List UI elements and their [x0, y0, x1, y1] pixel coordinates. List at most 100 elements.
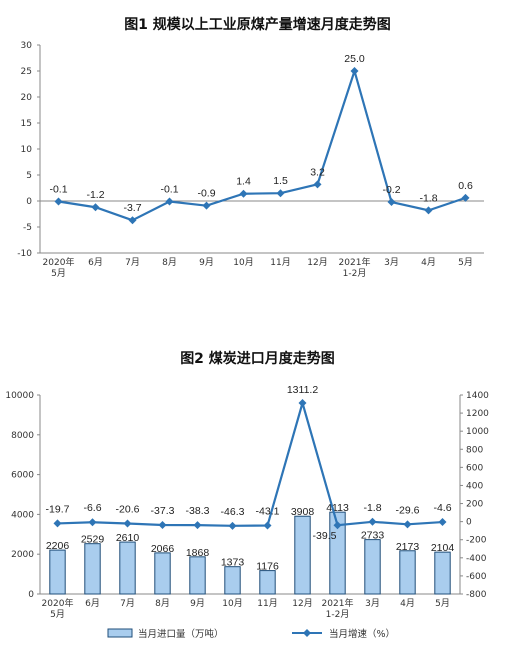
y-right-tick-label: -800	[466, 590, 487, 600]
bar	[329, 511, 346, 595]
y-tick-label: 25	[21, 67, 32, 77]
data-point	[202, 201, 211, 210]
x-tick-label: 7月	[120, 598, 135, 609]
y-right-tick-label: 1200	[466, 409, 489, 419]
growth-point	[53, 519, 62, 528]
chart-title: 图2 煤炭进口月度走势图	[180, 351, 335, 367]
y-right-tick-label: -600	[466, 572, 487, 582]
y-tick-label: 0	[26, 197, 32, 207]
bar-value-label: 2104	[431, 542, 455, 554]
x-tick-label: 12月	[307, 257, 327, 268]
bar-value-label: 2529	[81, 534, 105, 546]
x-tick-label: 3月	[365, 598, 380, 609]
bar-value-label: 2206	[46, 540, 70, 552]
bar	[399, 550, 416, 595]
chart-title: 图1 规模以上工业原煤产量增速月度走势图	[124, 17, 391, 33]
x-tick-label: 10月	[222, 598, 242, 609]
growth-point	[263, 521, 272, 530]
bar-value-label: 1868	[186, 547, 210, 559]
growth-line	[57, 399, 443, 527]
growth-label: -6.6	[83, 502, 101, 514]
growth-point	[193, 521, 202, 530]
growth-point	[123, 519, 132, 528]
y-tick-label: -10	[17, 249, 32, 259]
chart-coal-imports: 图2 煤炭进口月度走势图 0 2000 4000 6000 8000 10000 -800-…	[0, 340, 515, 648]
x-tick-label: 3月	[384, 257, 399, 268]
y-right-tick-label: -200	[466, 536, 487, 546]
x-tick-label: 7月	[125, 257, 140, 268]
x-tick-label: 4月	[421, 257, 436, 268]
legend-bar-swatch	[107, 628, 133, 638]
x-tick-label: 11月	[257, 598, 277, 609]
data-point	[91, 203, 100, 212]
y-left-tick-label: 4000	[11, 510, 34, 520]
y-right-tick-label: 1400	[466, 391, 489, 401]
data-label: 1.4	[236, 176, 251, 188]
legend-line-label: 当月增速（%）	[329, 628, 395, 640]
y-tick-label: -5	[23, 223, 32, 233]
legend-bar-label: 当月进口量（万吨）	[138, 628, 224, 640]
y-right-tick-label: 400	[466, 481, 483, 491]
data-point	[276, 189, 285, 198]
x-tick-label: 5月	[435, 598, 450, 609]
data-label: 1.5	[273, 175, 288, 187]
growth-label: -46.3	[221, 506, 245, 518]
data-label: 0.6	[458, 180, 473, 192]
data-point	[128, 216, 137, 225]
data-point	[313, 180, 322, 189]
growth-label: -1.8	[363, 502, 381, 514]
x-tick-label: 11月	[270, 257, 290, 268]
x-tick-label: 9月	[199, 257, 214, 268]
growth-point	[158, 521, 167, 530]
data-point	[350, 67, 359, 75]
data-label: 25.0	[344, 53, 365, 65]
data-point	[424, 206, 433, 215]
growth-label: -39.5	[313, 530, 337, 542]
y-left-tick-label: 8000	[11, 431, 34, 441]
growth-point	[403, 520, 412, 529]
growth-point	[333, 521, 342, 530]
x-tick-label: 5月	[458, 257, 473, 268]
y-right-tick-label: 800	[466, 445, 483, 455]
bar	[364, 539, 381, 595]
growth-label: -19.7	[46, 503, 70, 515]
growth-label: -20.6	[116, 503, 140, 515]
x-tick-label: 2021年 1-2月	[322, 597, 354, 620]
bar-value-label: 4113	[326, 502, 349, 514]
bar	[434, 551, 451, 595]
data-label: -1.2	[86, 189, 104, 201]
data-label: -0.1	[160, 184, 178, 196]
y-tick-label: 30	[21, 41, 33, 51]
bar-value-label: 2066	[151, 543, 175, 555]
x-tick-label: 2021年 1-2月	[339, 256, 371, 279]
y-right-tick-label: -400	[466, 554, 487, 564]
legend-line-marker	[303, 629, 311, 637]
growth-label: -38.3	[186, 505, 210, 517]
x-tick-label: 6月	[88, 257, 103, 268]
y-right-tick-label: 200	[466, 500, 483, 510]
y-left-tick-label: 10000	[5, 391, 34, 401]
data-point	[239, 189, 248, 198]
y-tick-label: 5	[26, 171, 32, 181]
y-left-tick-label: 2000	[11, 550, 34, 560]
bar	[119, 541, 136, 595]
growth-point	[438, 518, 447, 527]
bar	[259, 570, 276, 595]
growth-point	[228, 521, 237, 530]
x-tick-label: 10月	[233, 257, 253, 268]
growth-label: -4.6	[433, 502, 451, 514]
bar-value-label: 3908	[291, 506, 315, 518]
data-label: 3.2	[310, 166, 325, 178]
x-tick-label: 9月	[190, 598, 205, 609]
data-label: -1.8	[419, 192, 437, 204]
bar-value-label: 2610	[116, 532, 140, 544]
bar	[189, 556, 206, 595]
bar	[49, 549, 66, 595]
bar	[224, 566, 241, 595]
y-tick-label: 20	[21, 93, 33, 103]
y-right-tick-label: 1000	[466, 427, 489, 437]
bar-value-label: 2733	[361, 530, 385, 542]
growth-label: 1311.2	[287, 384, 318, 396]
bar-value-label: 1176	[256, 561, 279, 573]
combo-chart-svg: 0200040006000800010000-800-600-400-20002…	[5, 384, 489, 640]
